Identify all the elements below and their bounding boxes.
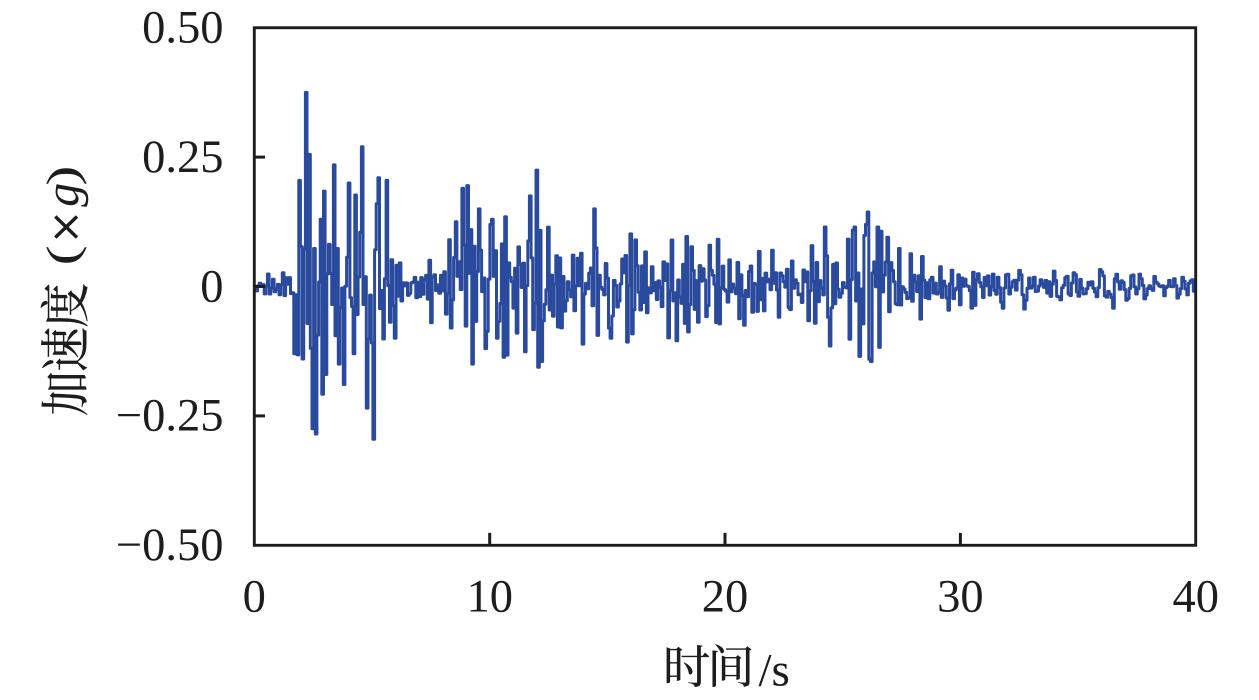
svg-text:10: 10	[466, 571, 513, 622]
svg-text:0: 0	[243, 571, 266, 622]
svg-text:−0.25: −0.25	[116, 391, 224, 442]
svg-text:0: 0	[200, 261, 223, 312]
svg-text:0.50: 0.50	[142, 3, 223, 54]
svg-text:/s: /s	[759, 645, 790, 697]
svg-text:40: 40	[1172, 571, 1219, 622]
svg-text:0.25: 0.25	[142, 132, 223, 183]
svg-text:30: 30	[937, 571, 984, 622]
svg-text:−0.50: −0.50	[116, 520, 224, 571]
svg-text:20: 20	[702, 571, 749, 622]
